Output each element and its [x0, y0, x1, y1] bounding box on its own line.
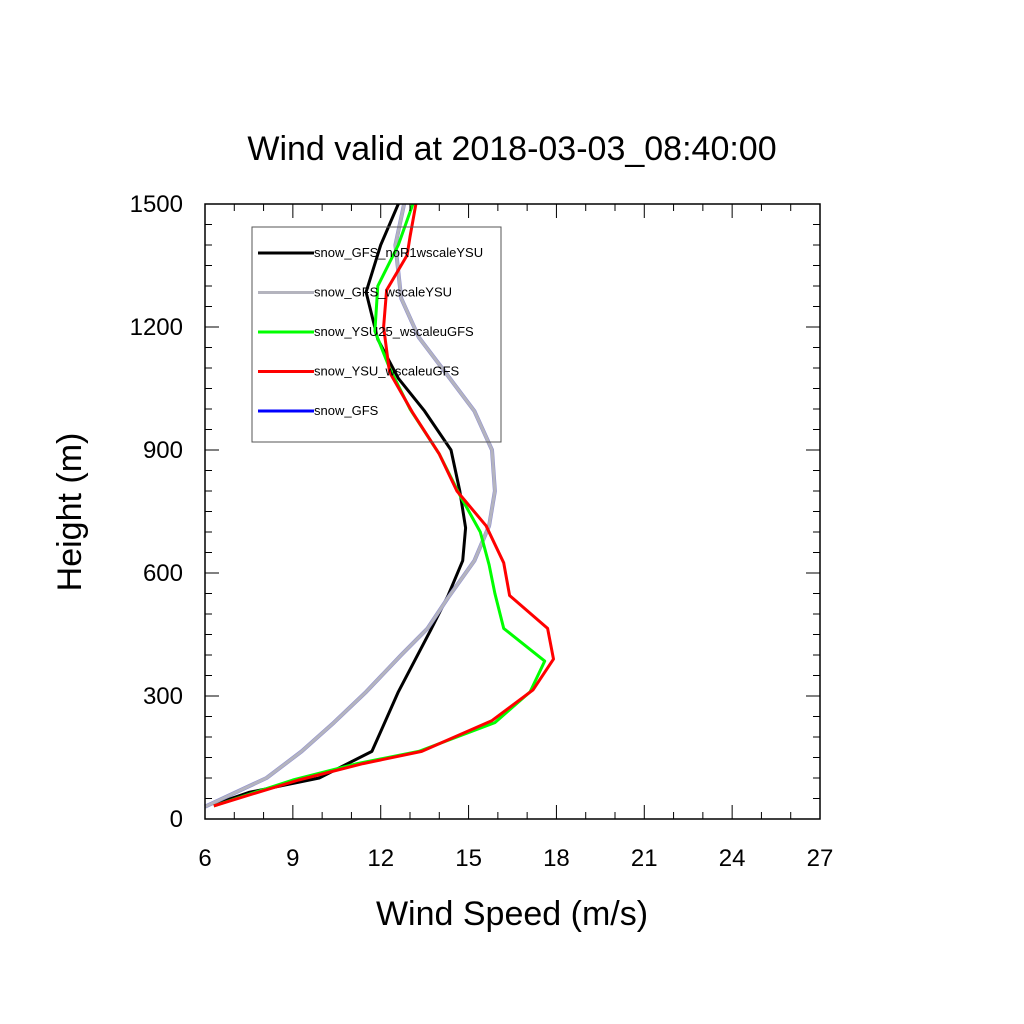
legend: snow_GFS_noR1wscaleYSU snow_GFS_wscaleYSU… [251, 226, 502, 443]
x-tick-label: 24 [719, 845, 746, 872]
y-tick-label: 0 [170, 806, 183, 833]
x-tick-label: 6 [198, 845, 211, 872]
x-tick-labels: 6 9 12 15 18 21 24 27 [198, 845, 833, 872]
x-tick-label: 18 [543, 845, 570, 872]
x-tick-label: 27 [807, 845, 834, 872]
plot-lines [204, 203, 555, 809]
chart-title: Wind valid at 2018-03-03_08:40:00 [247, 130, 776, 168]
x-tick-label: 9 [286, 845, 299, 872]
legend-label: snow_GFS [314, 403, 379, 418]
legend-label: snow_YSU25_wscaleuGFS [314, 324, 474, 339]
y-tick-label: 1500 [130, 191, 183, 218]
series-line [213, 203, 555, 808]
y-tick-label: 600 [143, 560, 183, 587]
y-tick-label: 300 [143, 683, 183, 710]
legend-items: snow_GFS_noR1wscaleYSU snow_GFS_wscaleYSU… [258, 245, 483, 418]
x-axis-label: Wind Speed (m/s) [376, 895, 648, 933]
legend-label: snow_GFS_wscaleYSU [314, 285, 452, 300]
axis-ticks [204, 203, 821, 820]
x-tick-label: 15 [455, 845, 482, 872]
x-tick-label: 21 [631, 845, 658, 872]
y-tick-label: 900 [143, 437, 183, 464]
y-tick-labels: 0 300 600 900 1200 1500 [130, 191, 183, 833]
y-tick-label: 1200 [130, 314, 183, 341]
legend-label: snow_GFS_noR1wscaleYSU [314, 245, 483, 260]
legend-label: snow_YSU_wscaleuGFS [314, 364, 460, 379]
y-axis-label: Height (m) [51, 433, 89, 592]
legend-box [251, 226, 502, 443]
plot-frame [204, 203, 821, 820]
series-line [204, 203, 497, 809]
x-tick-label: 12 [367, 845, 394, 872]
